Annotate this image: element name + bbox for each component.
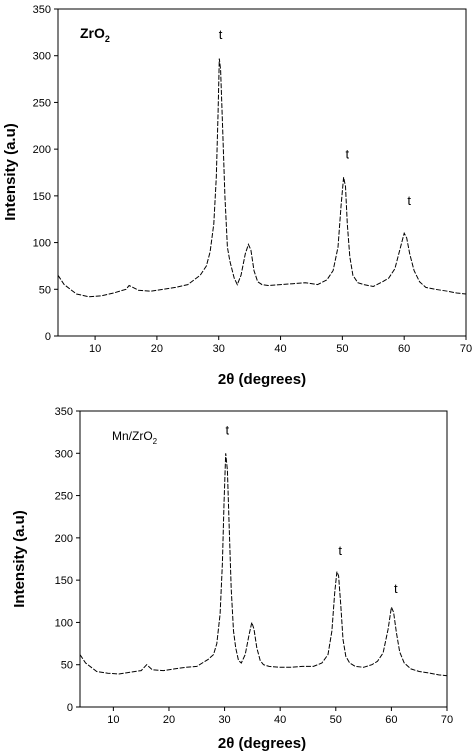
peak-annotations: t t t [219, 27, 412, 208]
plot-frame [79, 410, 448, 708]
peak-label-t: t [345, 146, 349, 161]
panel-label-sub: 2 [153, 437, 158, 446]
x-tick-label: 30 [218, 714, 230, 726]
panel-label: Mn/ZrO2 [112, 429, 158, 446]
y-axis-title: Intensity (a.u) [2, 123, 19, 221]
panel-label-main: Mn/ZrO [112, 429, 153, 443]
x-tick-label: 60 [385, 714, 397, 726]
x-tick-label: 60 [398, 343, 410, 355]
y-tick-label: 350 [55, 406, 73, 418]
y-axis-ticks: 0 50 100 150 200 250 300 350 [33, 4, 58, 343]
x-tick-label: 30 [213, 343, 225, 355]
y-tick-label: 150 [33, 191, 51, 203]
y-tick-label: 300 [55, 448, 73, 460]
x-tick-label: 70 [460, 343, 472, 355]
peak-label-t: t [226, 423, 230, 438]
y-tick-label: 300 [33, 51, 51, 63]
y-tick-label: 100 [33, 238, 51, 250]
y-tick-label: 250 [55, 491, 73, 503]
x-tick-label: 20 [163, 714, 175, 726]
peak-label-t: t [219, 27, 223, 42]
y-tick-label: 150 [55, 575, 73, 587]
x-tick-label: 10 [107, 714, 119, 726]
peak-label-t: t [338, 543, 342, 558]
x-tick-label: 50 [330, 714, 342, 726]
y-tick-label: 350 [33, 4, 51, 16]
x-tick-label: 10 [89, 343, 101, 355]
y-tick-label: 50 [61, 660, 73, 672]
x-tick-label: 40 [274, 714, 286, 726]
y-tick-label: 50 [39, 284, 51, 296]
y-axis-title: Intensity (a.u) [11, 510, 28, 608]
peak-label-t: t [407, 193, 411, 208]
x-tick-label: 40 [274, 343, 286, 355]
x-axis-title: 2θ (degrees) [218, 735, 306, 752]
y-tick-label: 100 [55, 617, 73, 629]
plot-frame [57, 8, 467, 337]
y-tick-label: 250 [33, 97, 51, 109]
series-line [57, 58, 467, 298]
peak-label-t: t [394, 581, 398, 596]
x-axis-ticks: 10 20 30 40 50 60 70 [107, 707, 453, 726]
x-axis-title: 2θ (degrees) [218, 371, 306, 388]
x-tick-label: 70 [441, 714, 453, 726]
y-tick-label: 200 [55, 533, 73, 545]
panel-label-main: ZrO [80, 25, 105, 41]
panel-label-sub: 2 [105, 34, 110, 44]
x-tick-label: 50 [336, 343, 348, 355]
peak-annotations: t t t [226, 423, 398, 596]
series-line [79, 453, 448, 677]
y-axis-ticks: 0 50 100 150 200 250 300 350 [55, 406, 80, 714]
y-tick-label: 0 [67, 702, 73, 714]
y-tick-label: 200 [33, 144, 51, 156]
panel-label: ZrO2 [80, 25, 110, 44]
x-tick-label: 20 [151, 343, 163, 355]
x-axis-ticks: 10 20 30 40 50 60 70 [89, 336, 472, 355]
y-tick-label: 0 [45, 331, 51, 343]
